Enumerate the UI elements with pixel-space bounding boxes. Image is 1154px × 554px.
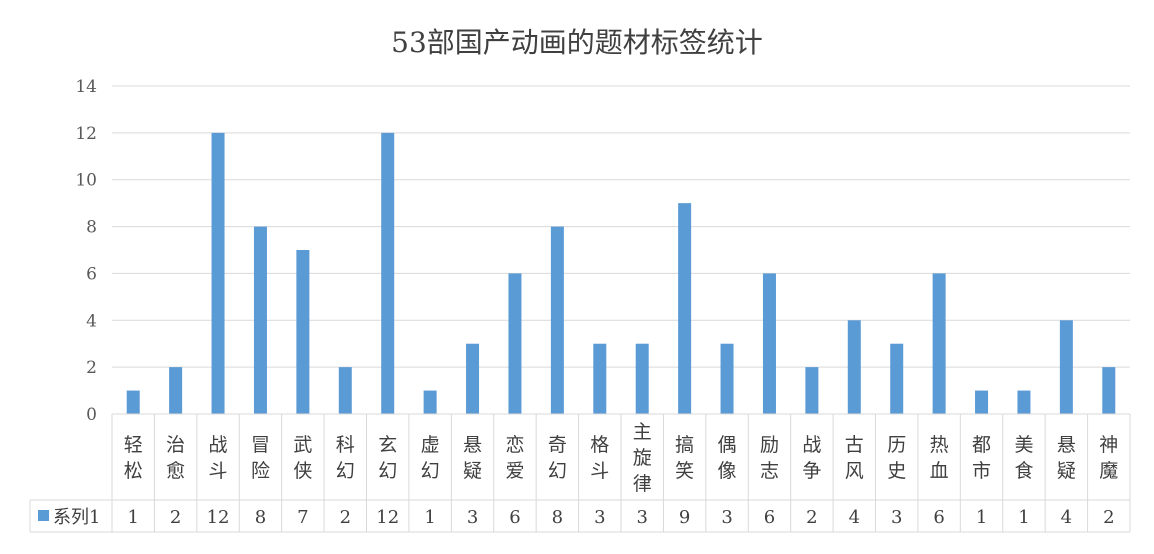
y-axis-ticks: 0 2 4 6 8 10 12 14 <box>75 77 97 425</box>
bars <box>126 132 1116 414</box>
bar <box>720 343 734 414</box>
category-label: 玄幻 <box>378 434 397 482</box>
category-label: 美食 <box>1014 434 1033 482</box>
data-table: 轻松1治愈2战斗12冒险8武侠7科幻2玄幻12虚幻1悬疑3恋爱6奇幻8格斗3主旋… <box>29 413 1131 533</box>
bar <box>338 367 352 414</box>
bar <box>296 250 310 414</box>
table-value-cell: 1 <box>1018 507 1029 528</box>
table-value-cell: 4 <box>849 507 860 528</box>
table-value-cell: 2 <box>1103 507 1114 528</box>
chart-title: 53部国产动画的题材标签统计 <box>391 26 763 59</box>
category-label: 励志 <box>760 434 779 482</box>
category-label: 古风 <box>845 434 864 482</box>
bar <box>211 132 225 414</box>
bar <box>1059 320 1073 414</box>
bar <box>975 390 989 414</box>
bar <box>550 226 564 414</box>
table-value-cell: 3 <box>721 507 732 528</box>
category-label: 冒险 <box>251 434 270 482</box>
table-value-cell: 3 <box>594 507 605 528</box>
table-value-cell: 1 <box>424 507 435 528</box>
bar <box>169 367 183 414</box>
category-label: 战争 <box>802 434 821 482</box>
y-tick-label: 10 <box>75 171 97 191</box>
category-label: 轻松 <box>124 434 143 482</box>
table-value-cell: 1 <box>976 507 987 528</box>
category-label: 热血 <box>930 434 949 482</box>
category-label: 悬疑 <box>463 434 482 482</box>
table-value-cell: 2 <box>170 507 181 528</box>
bar <box>508 273 522 414</box>
y-tick-label: 12 <box>75 124 97 144</box>
table-value-cell: 3 <box>891 507 902 528</box>
category-label: 武侠 <box>293 434 312 482</box>
category-label: 偶像 <box>718 434 737 482</box>
table-value-cell: 2 <box>806 507 817 528</box>
bar <box>466 343 480 414</box>
category-label: 格斗 <box>590 434 609 482</box>
table-value-cell: 12 <box>376 507 399 528</box>
table-value-cell: 2 <box>340 507 351 528</box>
bar <box>762 273 776 414</box>
table-value-cell: 8 <box>255 507 266 528</box>
category-label: 恋爱 <box>505 434 524 482</box>
category-label: 搞笑 <box>675 434 694 482</box>
table-value-cell: 4 <box>1061 507 1072 528</box>
legend-key <box>38 510 49 521</box>
bar <box>635 343 649 414</box>
bar <box>126 390 140 414</box>
bar <box>381 132 395 414</box>
table-value-cell: 3 <box>467 507 478 528</box>
y-tick-label: 4 <box>86 311 97 331</box>
bar <box>805 367 819 414</box>
category-label: 虚幻 <box>421 434 440 482</box>
table-value-cell: 7 <box>297 507 308 528</box>
table-value-cell: 8 <box>552 507 563 528</box>
bar <box>1017 390 1031 414</box>
category-label: 历史 <box>887 434 906 482</box>
bar <box>253 226 267 414</box>
bar <box>1102 367 1116 414</box>
bar <box>847 320 861 414</box>
legend-series-name: 系列1 <box>53 507 100 528</box>
bar <box>423 390 437 414</box>
category-label: 治愈 <box>166 434 185 482</box>
table-value-cell: 3 <box>636 507 647 528</box>
bar <box>593 343 607 414</box>
table-value-cell: 6 <box>509 507 520 528</box>
table-value-cell: 9 <box>679 507 690 528</box>
category-label: 主旋律 <box>633 421 652 495</box>
category-label: 悬疑 <box>1057 434 1076 482</box>
bar <box>890 343 904 414</box>
category-label: 都市 <box>972 434 991 482</box>
y-tick-label: 8 <box>86 218 97 238</box>
table-value-cell: 6 <box>764 507 775 528</box>
table-value-cell: 6 <box>933 507 944 528</box>
bar <box>932 273 946 414</box>
gridlines <box>112 85 1130 368</box>
y-tick-label: 6 <box>86 264 97 284</box>
y-tick-label: 0 <box>86 405 97 425</box>
table-value-cell: 12 <box>207 507 230 528</box>
category-label: 战斗 <box>209 434 228 482</box>
category-label: 奇幻 <box>548 434 567 482</box>
y-tick-label: 2 <box>86 358 97 378</box>
table-value-cell: 1 <box>127 507 138 528</box>
bar <box>678 203 692 414</box>
category-label: 神魔 <box>1099 434 1118 482</box>
y-tick-label: 14 <box>75 77 97 97</box>
category-label: 科幻 <box>336 434 355 482</box>
